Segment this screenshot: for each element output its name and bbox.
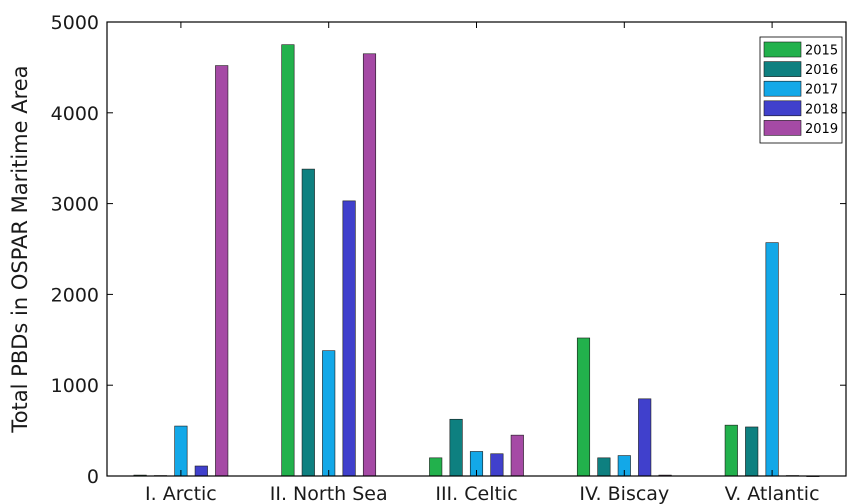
x-tick-label: II. North Sea [270, 483, 388, 504]
x-axis-ticks: I. Arctic II. North Sea III. Celtic IV. Bis… [145, 22, 820, 504]
bar [215, 65, 229, 477]
bar [174, 425, 188, 477]
legend-swatch [763, 120, 802, 136]
bar [597, 457, 611, 477]
legend-label: 2018 [805, 102, 838, 117]
legend-swatch [763, 100, 802, 117]
legend-label: 2019 [805, 122, 838, 137]
legend: 2015 2016 2017 2018 2019 [759, 36, 843, 144]
y-tick-label: 0 [87, 466, 99, 488]
legend-swatch [763, 80, 802, 97]
bar [342, 200, 356, 477]
y-axis-ticks: 0 1000 2000 3000 4000 5000 [51, 12, 846, 488]
legend-label: 2016 [805, 63, 838, 78]
bar [322, 350, 336, 477]
y-tick-label: 2000 [51, 284, 99, 306]
bar [194, 465, 208, 477]
bar [638, 398, 652, 477]
bars-layer [133, 44, 820, 477]
y-tick-label: 1000 [51, 375, 99, 397]
bar [510, 434, 524, 477]
x-tick-label: V. Atlantic [725, 483, 820, 504]
bar [281, 44, 295, 477]
bar [765, 242, 779, 477]
bar [362, 53, 377, 477]
bar [745, 426, 759, 477]
bar [490, 453, 504, 477]
x-tick-label: IV. Biscay [579, 483, 669, 504]
plot-area-frame [106, 21, 847, 477]
bar [301, 168, 315, 477]
y-tick-label: 4000 [51, 103, 99, 125]
legend-swatch [763, 41, 802, 58]
x-tick-label: III. Celtic [435, 483, 517, 504]
y-axis-title: Total PBDs in OSPAR Maritime Area [8, 65, 32, 433]
legend-swatch [763, 61, 802, 77]
y-tick-label: 3000 [51, 194, 99, 216]
bar [576, 337, 591, 477]
legend-label: 2017 [805, 83, 838, 98]
legend-label: 2015 [805, 44, 838, 59]
x-tick-label: I. Arctic [145, 483, 217, 504]
y-tick-label: 5000 [51, 12, 99, 34]
bar [724, 424, 738, 477]
bar [429, 457, 443, 477]
bar [449, 418, 463, 477]
